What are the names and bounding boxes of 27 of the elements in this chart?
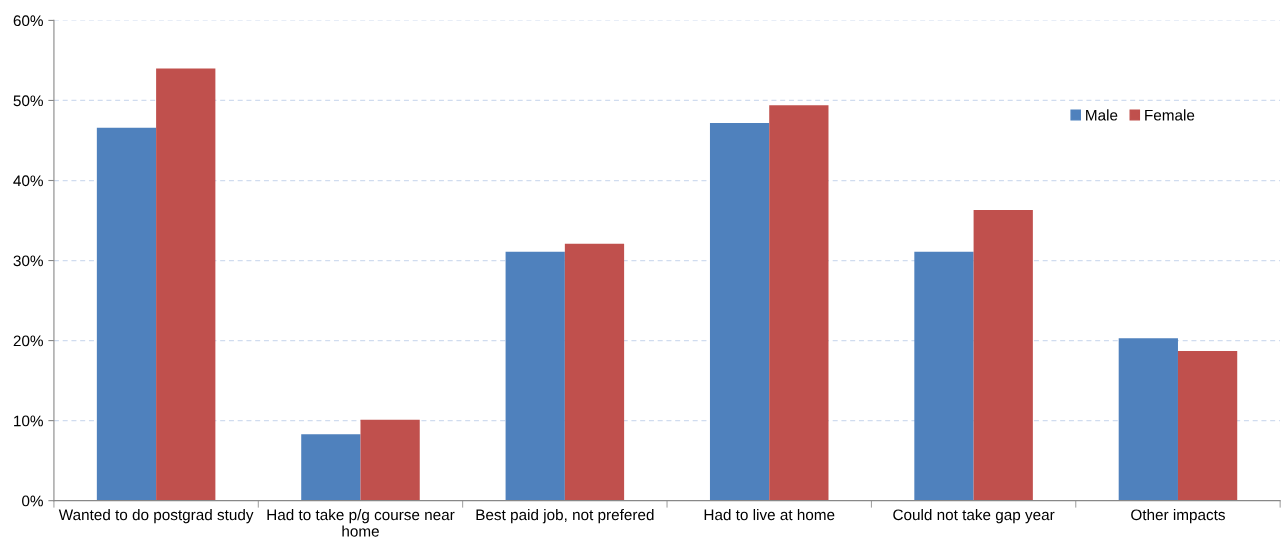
bar bbox=[156, 68, 216, 501]
y-tick-label: 10% bbox=[14, 415, 43, 427]
x-tick-label: Had to live at home bbox=[704, 509, 835, 521]
bar bbox=[973, 210, 1033, 501]
bar bbox=[769, 105, 829, 501]
bar bbox=[709, 122, 770, 501]
y-tick-label: 60% bbox=[13, 15, 43, 27]
y-tick-label: 40% bbox=[13, 175, 43, 187]
bar bbox=[1177, 350, 1238, 501]
bar bbox=[96, 127, 157, 501]
x-tick-label: Wanted to do postgrad study bbox=[58, 509, 254, 524]
y-tick-label: 20% bbox=[13, 335, 43, 347]
bar bbox=[914, 251, 974, 501]
x-tick-label: Had to take p/g course near home bbox=[267, 509, 455, 537]
legend-label: Male bbox=[1086, 109, 1118, 121]
y-tick-label: 0% bbox=[22, 495, 43, 507]
legend-label: Female bbox=[1145, 109, 1195, 121]
bar bbox=[360, 419, 420, 501]
x-tick-label: Other impacts bbox=[1131, 509, 1225, 524]
x-tick-label: Best paid job, not prefered bbox=[476, 509, 654, 524]
x-tick-label: Could not take gap year bbox=[893, 509, 1055, 524]
y-tick-label: 50% bbox=[13, 95, 43, 107]
bar bbox=[301, 434, 361, 501]
y-tick-label: 30% bbox=[13, 255, 43, 267]
bar bbox=[1118, 338, 1178, 501]
bar bbox=[505, 251, 565, 501]
bar bbox=[564, 243, 625, 501]
